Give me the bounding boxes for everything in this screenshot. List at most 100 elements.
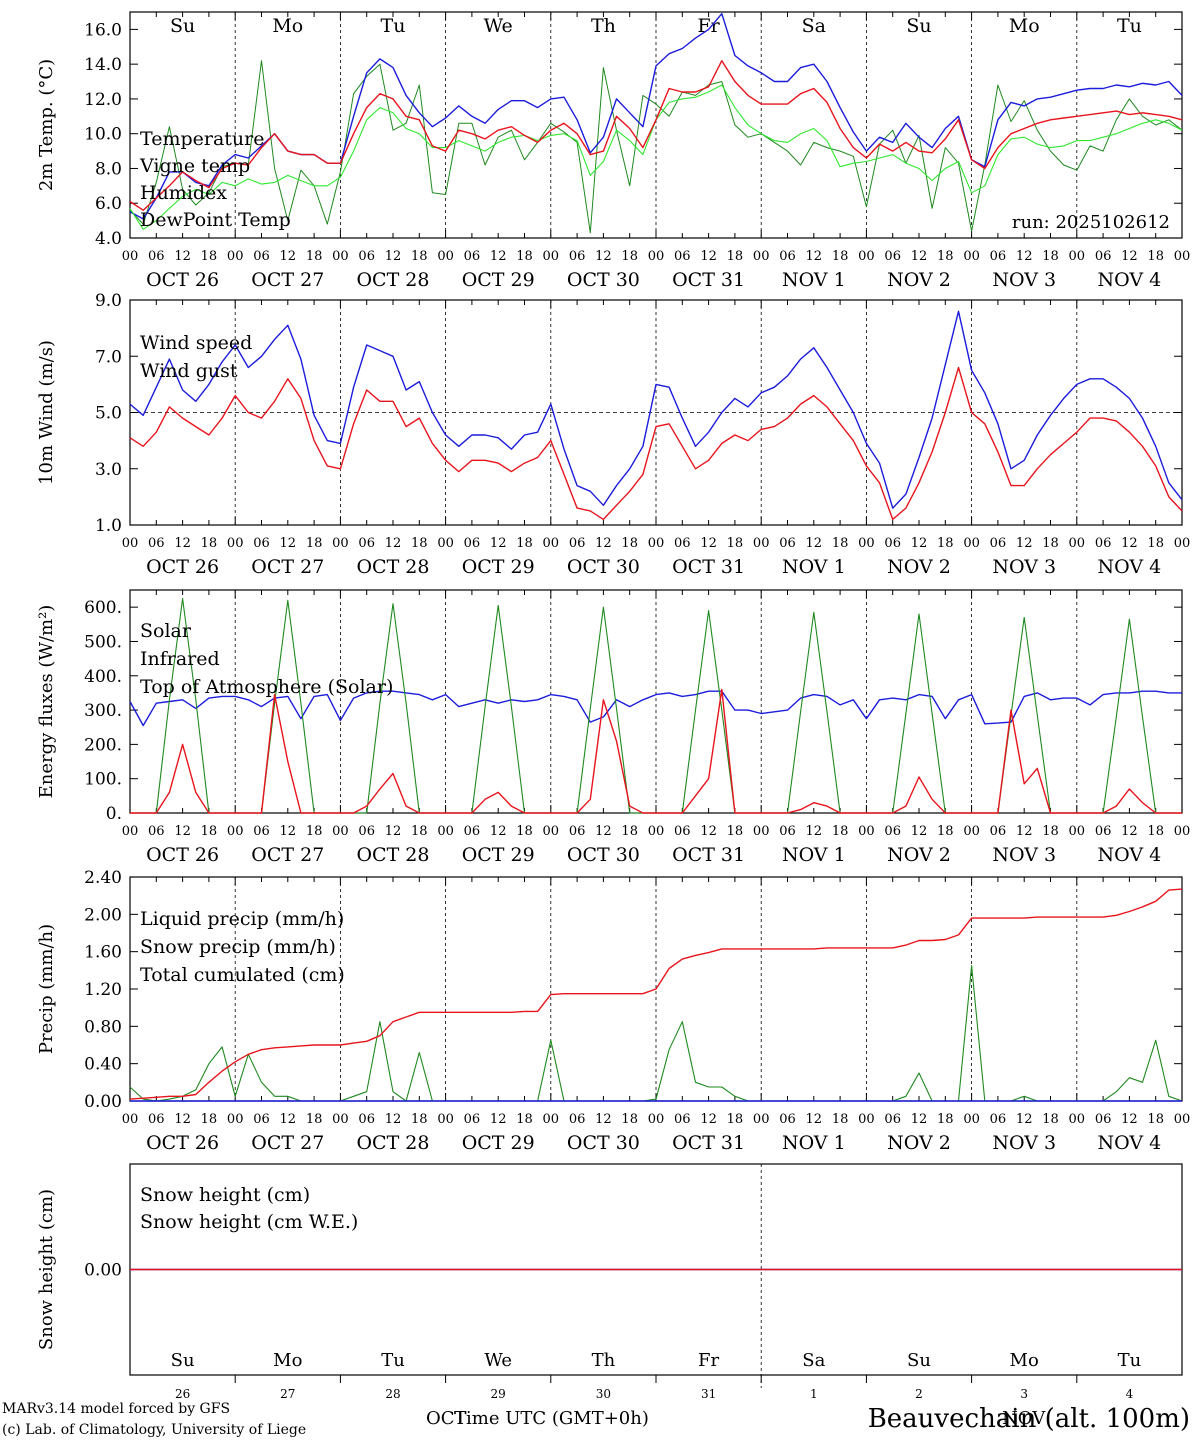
credit-line-1: MARv3.14 model forced by GFS (2, 1401, 230, 1417)
date-label: NOV 3 (992, 269, 1056, 291)
date-label: NOV 4 (1098, 556, 1162, 578)
station-label: Beauvechain (alt. 100m) (868, 1404, 1190, 1434)
y-tick-label: 9.0 (95, 291, 122, 311)
run-label: run: 2025102612 (1012, 212, 1170, 233)
day-number-label: 1 (810, 1387, 818, 1401)
y-tick-label: 0.40 (84, 1055, 122, 1075)
day-number-label: 31 (701, 1387, 716, 1401)
date-label: NOV 3 (992, 556, 1056, 578)
hour-label: 12 (490, 1112, 507, 1127)
hour-label: 12 (1121, 536, 1138, 551)
y-axis-label: Energy fluxes (W/m²) (36, 605, 57, 799)
series-line-2 (129, 310, 1183, 509)
hour-label: 12 (1121, 1112, 1138, 1127)
date-label: OCT 30 (567, 844, 640, 866)
hour-label: 06 (253, 824, 270, 839)
weekday-label: Fr (698, 1350, 719, 1371)
hour-label: 00 (858, 1112, 875, 1127)
series-line-2 (129, 690, 1182, 727)
y-axis-label: 10m Wind (m/s) (36, 340, 57, 485)
weekday-label: Tu (1117, 15, 1142, 37)
month-label-left: OCT (426, 1408, 467, 1429)
hour-label: 18 (1147, 536, 1164, 551)
y-tick-label: 6.0 (95, 194, 122, 214)
date-label: OCT 30 (567, 269, 640, 291)
hour-label: 18 (411, 536, 428, 551)
y-tick-label: 14.0 (84, 55, 122, 75)
hour-label: 00 (1069, 824, 1086, 839)
y-tick-label: 0.00 (84, 1092, 122, 1112)
hour-label: 18 (1042, 536, 1059, 551)
hour-label: 12 (490, 536, 507, 551)
date-label: OCT 31 (672, 1132, 745, 1154)
date-label: NOV 2 (887, 556, 951, 578)
weekday-label: Mo (1009, 15, 1040, 37)
hour-label: 06 (884, 249, 901, 264)
hour-label: 06 (779, 249, 796, 264)
hour-label: 06 (990, 1112, 1007, 1127)
hour-label: 18 (411, 824, 428, 839)
y-tick-label: 500. (84, 632, 122, 652)
date-label: OCT 27 (251, 1132, 324, 1154)
hour-label: 18 (727, 824, 744, 839)
hour-label: 12 (174, 824, 191, 839)
y-tick-label: 4.0 (95, 229, 122, 249)
hour-label: 00 (122, 249, 139, 264)
legend-entry: Infrared (140, 648, 220, 670)
legend-entry: Solar (140, 620, 192, 642)
day-number-label: 3 (1020, 1387, 1028, 1401)
hour-label: 06 (569, 249, 586, 264)
y-tick-label: 0. (106, 804, 122, 824)
month-label-right: NOV (1002, 1408, 1046, 1429)
hour-label: 18 (411, 1112, 428, 1127)
chart-panel-5: 0.00 Snow height (cm) Su 26 Mo 27 Tu 28 We 29 Th 30… (36, 1163, 1183, 1401)
y-tick-label: 1.20 (84, 980, 122, 1000)
date-label: NOV 1 (782, 1132, 846, 1154)
date-label: NOV 1 (782, 844, 846, 866)
hour-label: 18 (937, 536, 954, 551)
weekday-label: Th (592, 1350, 616, 1371)
hour-label: 18 (937, 824, 954, 839)
y-tick-label: 1.60 (84, 943, 122, 963)
date-label: OCT 31 (672, 269, 745, 291)
weekday-label: Su (171, 1350, 195, 1371)
day-number-label: 4 (1126, 1387, 1134, 1401)
hour-label: 00 (648, 1112, 665, 1127)
date-label: NOV 3 (992, 844, 1056, 866)
hour-label: 12 (385, 1112, 402, 1127)
hour-label: 00 (753, 1112, 770, 1127)
hour-label: 12 (490, 249, 507, 264)
hour-label: 06 (253, 536, 270, 551)
date-label: OCT 29 (462, 269, 535, 291)
hour-label: 18 (306, 1112, 323, 1127)
hour-label: 12 (806, 536, 823, 551)
legend-entry: Wind gust (140, 360, 238, 382)
chart-panel-3: 0. 100. 200. 300. 400. 500. 600. Energy fluxes … (36, 589, 1190, 866)
hour-label: 18 (306, 824, 323, 839)
hour-label: 00 (1174, 1112, 1191, 1127)
hour-label: 00 (648, 249, 665, 264)
hour-label: 00 (648, 536, 665, 551)
y-tick-label: 2.40 (84, 868, 122, 888)
y-tick-label: 12.0 (84, 90, 122, 110)
date-label: OCT 26 (146, 269, 219, 291)
hour-label: 00 (858, 249, 875, 264)
hour-label: 00 (753, 824, 770, 839)
hour-label: 00 (1069, 249, 1086, 264)
date-label: OCT 31 (672, 556, 745, 578)
hour-label: 06 (674, 1112, 691, 1127)
hour-label: 12 (385, 249, 402, 264)
legend-entry: Wind speed (140, 332, 252, 354)
hour-label: 12 (595, 824, 612, 839)
hour-label: 12 (1121, 824, 1138, 839)
hour-label: 00 (122, 536, 139, 551)
hour-label: 00 (1174, 536, 1191, 551)
hour-label: 12 (1016, 536, 1033, 551)
hour-label: 12 (806, 824, 823, 839)
hour-label: 18 (1147, 249, 1164, 264)
hour-label: 12 (595, 1112, 612, 1127)
hour-label: 18 (832, 1112, 849, 1127)
y-axis-label: Snow height (cm) (36, 1189, 57, 1350)
hour-label: 12 (174, 1112, 191, 1127)
credit-line-2: (c) Lab. of Climatology, University of L… (2, 1422, 306, 1438)
